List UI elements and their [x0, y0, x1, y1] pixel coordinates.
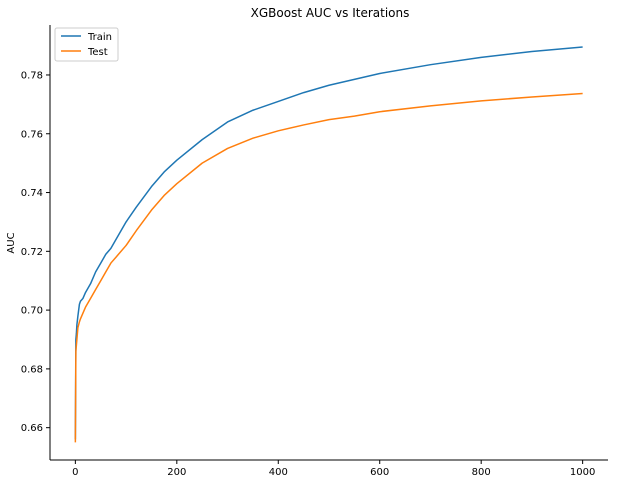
series-lines [74, 46, 583, 443]
y-tick-label: 0.76 [21, 129, 43, 140]
series-line-test [74, 92, 583, 443]
y-tick-label: 0.74 [21, 188, 43, 199]
x-tick-label: 0 [72, 467, 78, 478]
x-tick-label: 200 [167, 467, 186, 478]
y-tick-label: 0.68 [21, 364, 43, 375]
legend-label-test: Test [87, 47, 108, 58]
series-line-train [74, 46, 583, 440]
x-tick-label: 800 [472, 467, 491, 478]
chart-title: XGBoost AUC vs Iterations [251, 6, 410, 20]
x-axis-ticks: 0 200 400 600 800 1000 [72, 460, 595, 478]
legend-label-train: Train [87, 32, 112, 43]
x-tick-label: 1000 [570, 467, 595, 478]
y-tick-label: 0.78 [21, 70, 43, 81]
y-tick-label: 0.70 [21, 306, 43, 317]
y-axis-label: AUC [6, 232, 17, 253]
y-axis-ticks: 0.66 0.68 0.70 0.72 0.74 0.76 0.78 [21, 70, 50, 434]
y-tick-label: 0.66 [21, 423, 43, 434]
y-tick-label: 0.72 [21, 247, 43, 258]
x-tick-label: 400 [269, 467, 288, 478]
x-tick-label: 600 [370, 467, 389, 478]
legend: Train Test [54, 27, 119, 62]
